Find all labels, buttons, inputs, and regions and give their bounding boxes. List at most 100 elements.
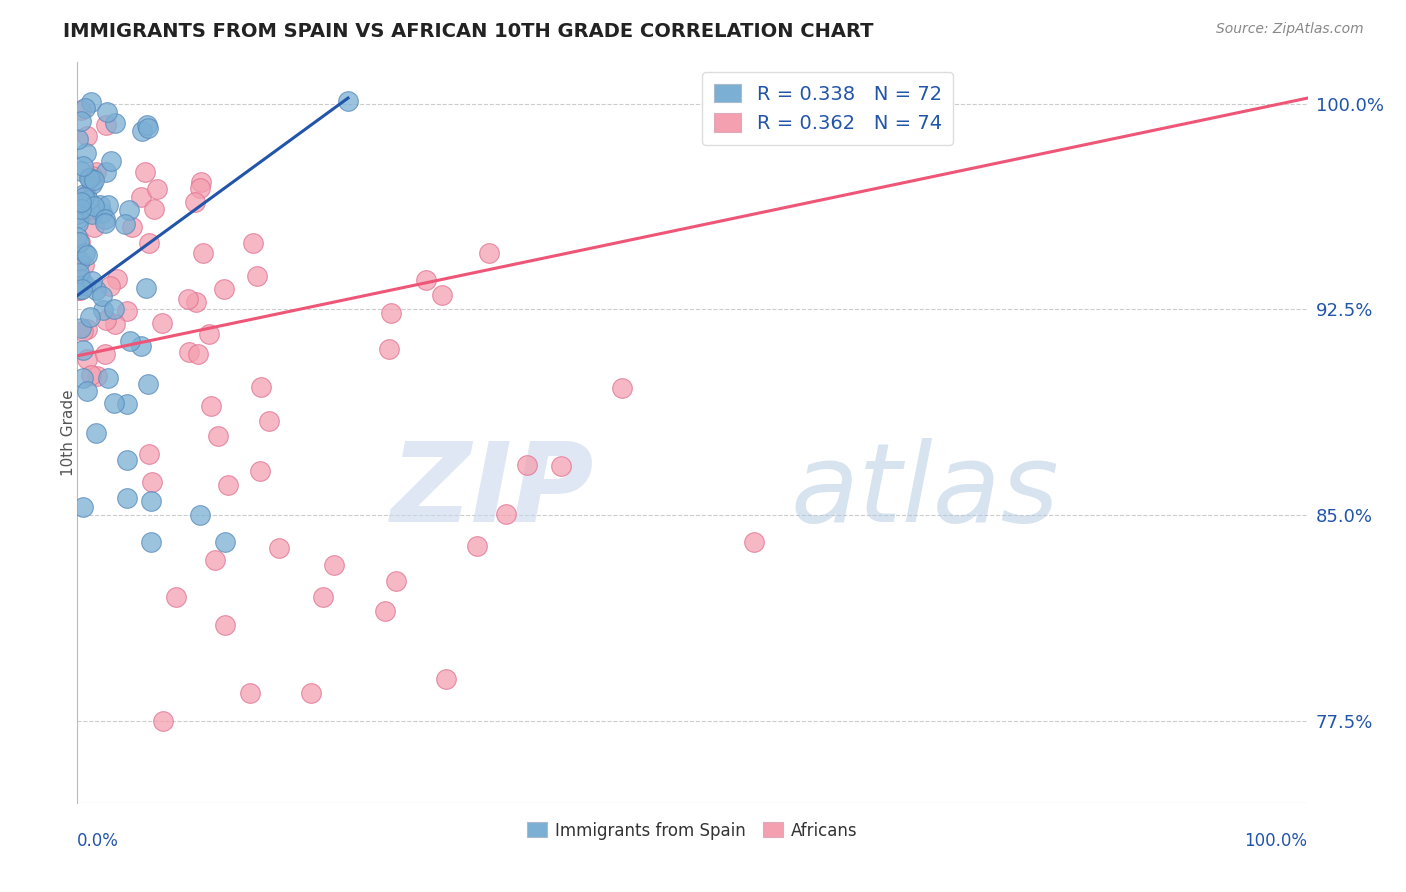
Point — [76, 384, 98, 399]
Point — [249, 464, 271, 478]
Point — [84, 425, 107, 440]
Point — [69, 254, 91, 268]
Point — [76, 128, 98, 143]
Point — [94, 164, 117, 178]
Point — [200, 399, 222, 413]
Point — [76, 321, 98, 335]
Point — [72, 343, 94, 358]
Point — [115, 303, 138, 318]
Point — [73, 245, 96, 260]
Point — [79, 310, 101, 325]
Point — [217, 478, 239, 492]
Point — [70, 278, 93, 293]
Point — [436, 673, 458, 687]
Point — [94, 118, 117, 132]
Point — [72, 259, 94, 273]
Point — [66, 216, 89, 230]
Point — [742, 535, 765, 549]
Point — [72, 159, 94, 173]
Point — [214, 535, 236, 549]
Point — [66, 230, 89, 244]
Text: Source: ZipAtlas.com: Source: ZipAtlas.com — [1216, 22, 1364, 37]
Point — [67, 282, 90, 296]
Point — [70, 195, 93, 210]
Point — [70, 202, 93, 216]
Point — [79, 95, 101, 109]
Point — [415, 273, 437, 287]
Point — [72, 500, 94, 514]
Point — [610, 381, 633, 395]
Point — [76, 145, 98, 160]
Point — [384, 574, 406, 588]
Point — [76, 248, 98, 262]
Point — [250, 380, 273, 394]
Point — [207, 428, 229, 442]
Point — [83, 172, 105, 186]
Point — [465, 540, 488, 554]
Point — [239, 686, 262, 700]
Point — [516, 458, 538, 472]
Point — [115, 397, 138, 411]
Point — [259, 415, 281, 429]
Point — [193, 246, 215, 260]
Point — [69, 235, 91, 249]
Point — [246, 268, 269, 283]
Point — [72, 371, 94, 385]
Point — [141, 475, 163, 489]
Point — [197, 326, 219, 341]
Point — [141, 535, 163, 549]
Point — [80, 274, 103, 288]
Point — [83, 199, 105, 213]
Point — [374, 604, 396, 618]
Point — [84, 165, 107, 179]
Point — [70, 103, 93, 117]
Point — [94, 347, 117, 361]
Point — [80, 177, 103, 191]
Point — [136, 118, 159, 132]
Point — [165, 590, 187, 604]
Point — [138, 236, 160, 251]
Point — [96, 104, 118, 119]
Point — [72, 282, 94, 296]
Point — [94, 313, 117, 327]
Point — [84, 283, 107, 297]
Point — [177, 345, 200, 359]
Point — [100, 154, 122, 169]
Point — [136, 120, 159, 135]
Point — [214, 617, 236, 632]
Point — [77, 171, 100, 186]
Point — [478, 245, 501, 260]
Point — [105, 272, 128, 286]
Point — [94, 216, 117, 230]
Text: ZIP: ZIP — [391, 438, 595, 545]
Point — [115, 453, 138, 467]
Y-axis label: 10th Grade: 10th Grade — [62, 389, 76, 476]
Point — [86, 368, 108, 383]
Point — [104, 317, 127, 331]
Point — [91, 206, 114, 220]
Point — [269, 541, 291, 555]
Point — [131, 339, 153, 353]
Point — [72, 324, 94, 338]
Point — [141, 494, 163, 508]
Point — [190, 175, 212, 189]
Point — [176, 293, 198, 307]
Point — [103, 396, 125, 410]
Point — [120, 334, 142, 348]
Point — [118, 202, 141, 217]
Point — [77, 193, 100, 207]
Point — [80, 207, 103, 221]
Point — [98, 279, 121, 293]
Text: IMMIGRANTS FROM SPAIN VS AFRICAN 10TH GRADE CORRELATION CHART: IMMIGRANTS FROM SPAIN VS AFRICAN 10TH GR… — [63, 22, 873, 41]
Point — [129, 190, 152, 204]
Point — [380, 306, 402, 320]
Point — [89, 198, 111, 212]
Point — [69, 284, 91, 298]
Point — [69, 114, 91, 128]
Point — [67, 279, 90, 293]
Point — [73, 205, 96, 219]
Point — [90, 288, 114, 302]
Point — [121, 219, 143, 234]
Point — [550, 458, 572, 473]
Point — [136, 376, 159, 391]
